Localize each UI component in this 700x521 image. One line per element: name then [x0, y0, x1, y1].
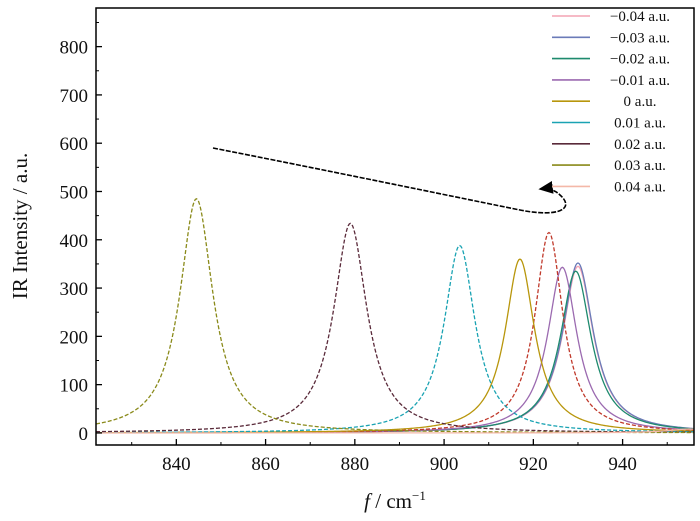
legend-label: −0.04 a.u.	[610, 9, 670, 25]
series-line-4	[96, 231, 694, 434]
series-line-3	[96, 266, 694, 434]
y-axis: 0 100 200 300 400 500 600 700 800	[60, 21, 102, 445]
y-axis-title: IR Intensity / a.u.	[8, 153, 32, 299]
y-tick-label: 700	[60, 86, 89, 107]
y-tick-label: 300	[60, 279, 89, 300]
legend-label: 0.01 a.u.	[614, 116, 666, 132]
y-tick-label: 500	[60, 182, 89, 203]
legend-label: 0.04 a.u.	[614, 179, 666, 195]
legend-label: 0.02 a.u.	[614, 137, 666, 153]
x-axis: 840 860 880 900 920 940	[131, 439, 668, 475]
x-tick-label: 920	[519, 454, 548, 475]
x-tick-label: 860	[251, 454, 280, 475]
series-line-6	[96, 244, 694, 434]
series-layer	[96, 197, 694, 434]
x-tick-label: 880	[341, 454, 370, 475]
shift-direction-arrow	[212, 147, 567, 214]
legend: −0.04 a.u. −0.03 a.u. −0.02 a.u. −0.01 a.u.…	[552, 9, 670, 195]
x-tick-label: 940	[608, 454, 637, 475]
series-line-8	[96, 197, 694, 434]
y-tick-label: 400	[60, 231, 89, 252]
legend-label: −0.02 a.u.	[610, 52, 670, 68]
legend-label: 0 a.u.	[624, 94, 657, 110]
y-tick-label: 800	[60, 38, 89, 59]
y-tick-label: 600	[60, 134, 89, 155]
y-tick-label: 0	[79, 424, 89, 445]
x-tick-label: 840	[162, 454, 191, 475]
y-tick-label: 100	[60, 376, 89, 397]
legend-label: −0.01 a.u.	[610, 73, 670, 89]
series-line-9	[96, 428, 694, 434]
plot-frame	[95, 7, 695, 446]
x-axis-title: f / cm−1	[364, 488, 426, 513]
series-line-7	[96, 222, 694, 433]
legend-label: 0.03 a.u.	[614, 158, 666, 174]
y-tick-label: 200	[60, 327, 89, 348]
legend-label: −0.03 a.u.	[610, 30, 670, 46]
series-line-5	[96, 258, 694, 434]
x-tick-label: 900	[430, 454, 459, 475]
